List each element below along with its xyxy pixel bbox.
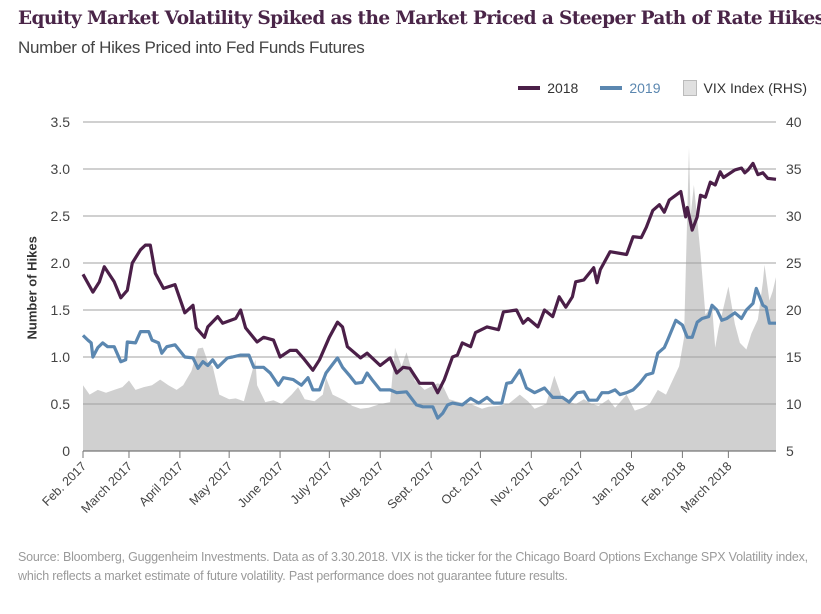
x-tick-label: Nov. 2017: [488, 459, 538, 509]
x-tick-label: Aug. 2017: [336, 459, 386, 509]
y2-tick-label: 40: [786, 114, 802, 130]
x-tick-label: May 2017: [187, 459, 236, 508]
series-line-2018: [81, 161, 777, 395]
legend-item-2018: 2018: [518, 80, 578, 96]
y2-tick-label: 20: [786, 302, 802, 318]
chart-title: Equity Market Volatility Spiked as the M…: [18, 8, 821, 29]
source-footnote: Source: Bloomberg, Guggenheim Investment…: [18, 550, 808, 583]
chart-plot: 00.51.01.52.02.53.03.5510152025303540Feb…: [39, 114, 802, 516]
x-tick-label: July 2017: [288, 459, 336, 507]
legend-swatch-2018: [518, 86, 541, 90]
y2-tick-label: 25: [786, 255, 802, 271]
y2-tick-label: 35: [786, 161, 802, 177]
x-tick-label: Jan. 2018: [589, 459, 638, 508]
legend-swatch-2019: [600, 86, 623, 90]
y2-tick-label: 10: [786, 396, 802, 412]
x-tick-label: Sept. 2017: [385, 459, 438, 512]
y2-tick-label: 30: [786, 208, 802, 224]
x-tick-label: April 2017: [136, 459, 186, 509]
legend: 2018 2019 VIX Index (RHS): [518, 80, 807, 96]
legend-swatch-vix: [682, 80, 697, 96]
y-tick-label: 1.0: [51, 349, 71, 365]
y-tick-label: 0.5: [51, 396, 71, 412]
y-tick-label: 0: [62, 443, 70, 459]
series-line-2019: [81, 286, 776, 420]
legend-label-2019: 2019: [629, 80, 661, 96]
y-tick-label: 2.0: [51, 255, 71, 271]
y-tick-label: 2.5: [51, 208, 71, 224]
y-tick-label: 3.0: [51, 161, 71, 177]
y2-tick-label: 5: [786, 443, 794, 459]
legend-item-2019: 2019: [600, 80, 661, 96]
y2-tick-label: 15: [786, 349, 802, 365]
legend-item-vix: VIX Index (RHS): [682, 80, 807, 96]
x-tick-label: Oct. 2017: [438, 459, 486, 507]
x-tick-label: June 2017: [235, 459, 286, 510]
legend-label-2018: 2018: [547, 80, 579, 96]
y-tick-label: 3.5: [51, 114, 71, 130]
chart-subtitle: Number of Hikes Priced into Fed Funds Fu…: [18, 38, 365, 57]
vix-area: [83, 147, 776, 451]
y-tick-label: 1.5: [51, 302, 71, 318]
legend-label-vix: VIX Index (RHS): [703, 80, 807, 96]
x-tick-label: Dec. 2017: [537, 459, 587, 509]
